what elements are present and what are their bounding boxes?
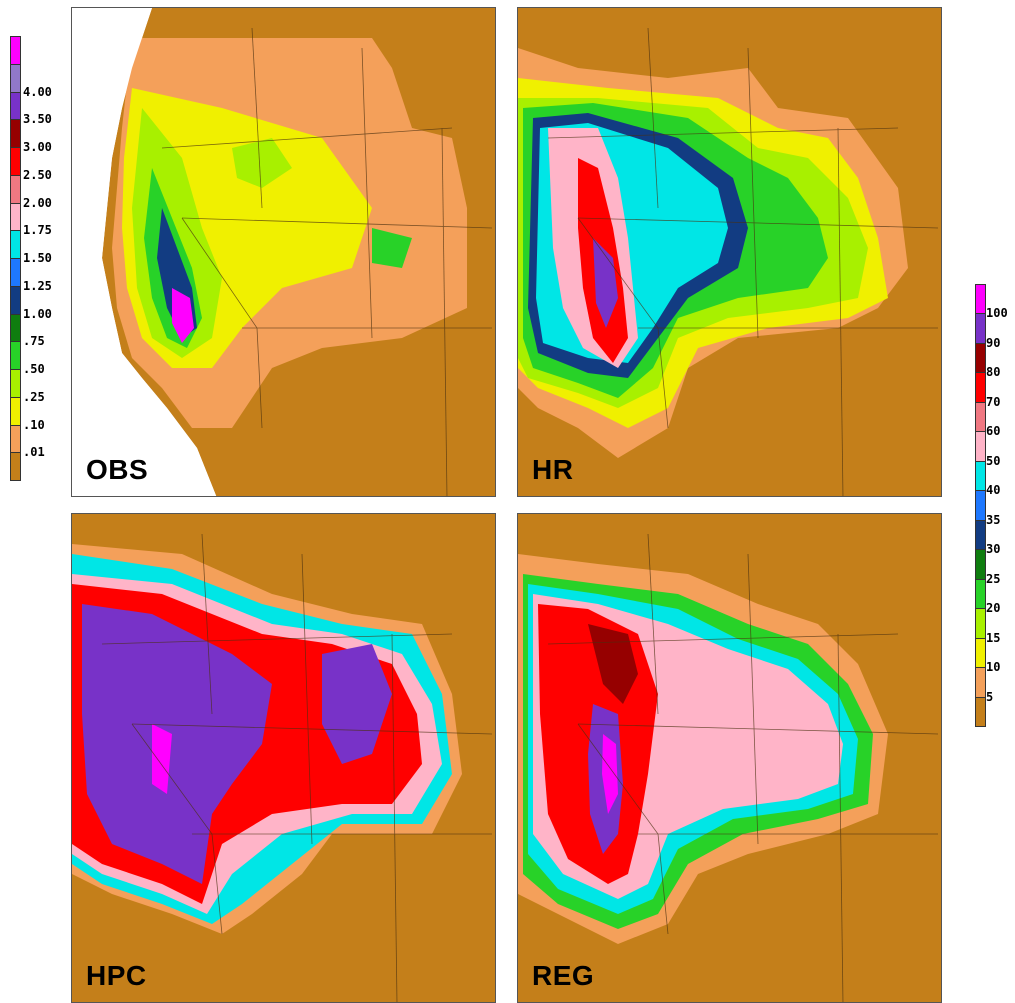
legend-left-swatch [10, 147, 21, 176]
legend-left-swatch [10, 63, 21, 93]
legend-left-tick-label: 3.00 [23, 140, 52, 154]
hr-probability-map [518, 8, 941, 496]
legend-right-swatch [975, 313, 986, 344]
legend-right-tick-label: 5 [986, 689, 994, 704]
panel-label-hr: HR [532, 454, 574, 485]
legend-left-tick-label: 4.00 [23, 84, 52, 99]
legend-right-swatch [975, 460, 986, 492]
legend-left-swatch [10, 119, 21, 148]
legend-left-tick-label: 1.00 [23, 306, 52, 321]
legend-left-tick-label: .10 [23, 417, 45, 432]
panel-label-obs: OBS [86, 454, 149, 485]
legend-left-tick-label: 1.75 [23, 223, 52, 238]
legend-right-swatch [975, 284, 986, 315]
legend-left-swatch [10, 202, 21, 232]
legend-left-swatch [10, 230, 21, 259]
legend-right-swatch [975, 578, 986, 610]
legend-right-swatch [975, 696, 986, 727]
legend-right-swatch [975, 490, 986, 521]
legend-left-tick-label: 1.25 [23, 278, 52, 293]
legend-right-tick-label: 20 [986, 601, 1001, 616]
legend-right-swatch [975, 549, 986, 580]
legend-left-swatch [10, 341, 21, 370]
reg-probability-map [518, 514, 941, 1002]
legend-right-swatch [975, 372, 986, 403]
legend-left-swatch [10, 396, 21, 426]
legend-left-swatch [10, 174, 21, 204]
legend-right-tick-label: 90 [986, 335, 1001, 350]
legend-left-swatch [10, 452, 21, 481]
legend-left-tick-label: 3.50 [23, 112, 52, 127]
legend-right-tick-label: 30 [986, 542, 1001, 557]
legend-left-tick-label: .50 [23, 362, 45, 376]
panel-label-reg: REG [532, 960, 595, 991]
legend-right-swatch [975, 667, 986, 698]
legend-right-tick-label: 40 [986, 483, 1001, 498]
legend-right-swatch [975, 637, 986, 669]
legend-left-swatch [10, 369, 21, 398]
legend-right-swatch [975, 608, 986, 639]
legend-left-tick-label: 2.50 [23, 167, 52, 182]
map-panel-hr: HR [517, 7, 942, 497]
legend-left-tick-label: 1.50 [23, 251, 52, 265]
legend-right-tick-label: 60 [986, 424, 1001, 439]
legend-right-swatch [975, 431, 986, 462]
legend-left-swatch [10, 258, 21, 287]
legend-right-tick-label: 25 [986, 571, 1001, 586]
legend-right-tick-label: 80 [986, 365, 1001, 380]
panel-label-hpc: HPC [86, 960, 147, 991]
legend-right-swatch [975, 401, 986, 433]
legend-left-tick-label: 2.00 [23, 195, 52, 210]
legend-right-tick-label: 70 [986, 394, 1001, 409]
legend-left-swatch [10, 313, 21, 343]
legend-left-swatch [10, 91, 21, 121]
legend-right-tick-label: 50 [986, 453, 1001, 468]
legend-left-tick-label: .01 [23, 445, 45, 460]
hpc-probability-map [72, 514, 495, 1002]
legend-right-tick-label: 100 [986, 306, 1008, 321]
legend-left-swatch [10, 285, 21, 315]
legend-right-tick-label: 15 [986, 630, 1001, 645]
obs-precip-map [72, 8, 495, 496]
obs-colorbar: .01 .10 .25 .50 .75 1.00 1.25 1.50 1.75 2.00 2.50 3… [10, 36, 70, 481]
legend-left-swatch [10, 424, 21, 454]
probability-colorbar: 5 10 15 20 25 30 35 40 50 60 70 80 90 100 [975, 284, 1015, 727]
legend-right-tick-label: 10 [986, 660, 1001, 675]
map-panel-reg: REG [517, 513, 942, 1003]
legend-right-swatch [975, 342, 986, 374]
legend-left-tick-label: .25 [23, 389, 45, 404]
legend-right-tick-label: 35 [986, 512, 1001, 527]
map-panel-obs: OBS [71, 7, 496, 497]
legend-left-swatch [10, 36, 21, 65]
map-panel-hpc: HPC [71, 513, 496, 1003]
legend-right-swatch [975, 519, 986, 551]
legend-left-tick-label: .75 [23, 334, 45, 349]
